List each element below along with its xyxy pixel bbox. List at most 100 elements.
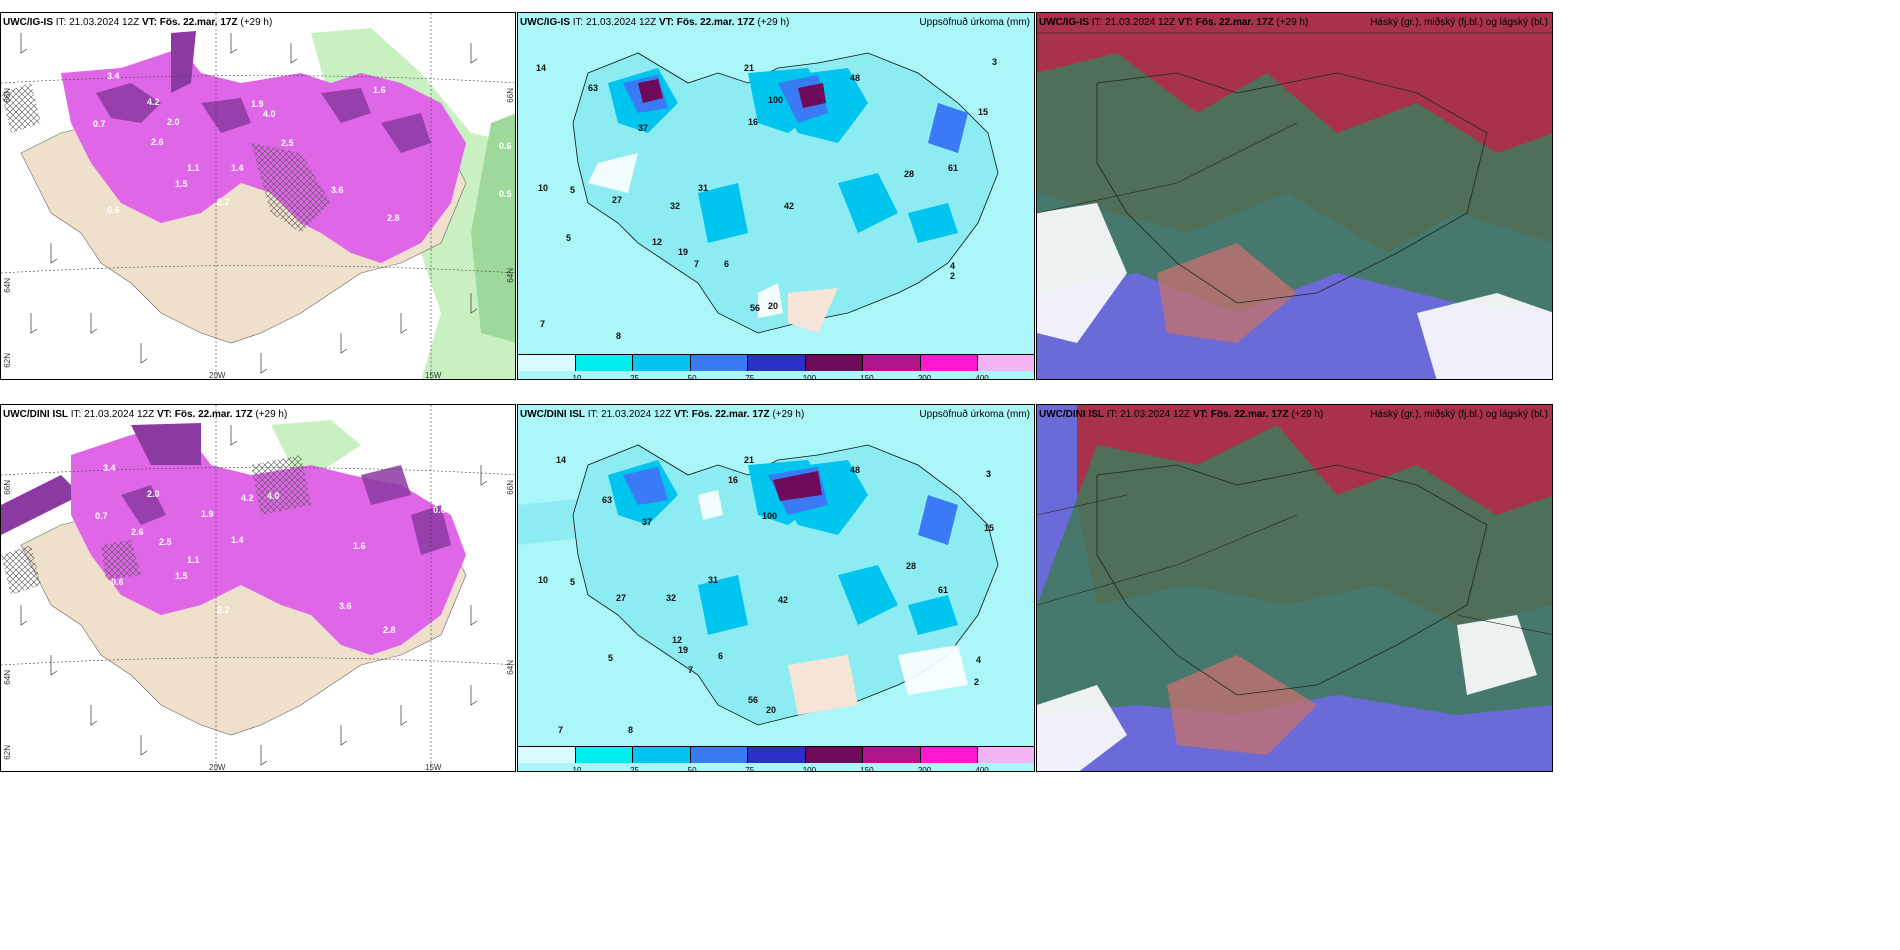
panel-variable: Uppsöfnuð úrkoma (mm) [919,17,1030,28]
map-value-label: 48 [850,465,861,475]
map-value-label: 37 [638,123,649,133]
snow-depth-panel-bottom: UWC/DINI ISL IT: 21.03.2024 12Z VT: Fös.… [0,404,516,772]
map-value-label: 27 [612,195,623,205]
colorbar-tick-label: 50 [687,374,697,380]
colorbar-tick-label: 400 [975,766,989,772]
wind-barbs [20,33,478,374]
map-value-label: 2 [974,677,980,687]
colorbar-swatch: 400 [975,747,1034,771]
graticule [1037,494,1552,635]
lat-label-62: 62N [3,745,12,760]
precip-100 [638,79,826,108]
map-value-label: 27 [616,593,627,603]
map-value-label: 4.2 [147,97,160,107]
map-value-label: 1.5 [175,179,188,189]
map-value-label: 31 [708,575,719,585]
colorbar-tick-label: 75 [745,374,755,380]
map-value-label: 20 [766,705,777,715]
map-value-label: 5 [566,233,572,243]
map-value-label: 1.4 [231,163,244,173]
map-value-label: 0.6 [499,141,512,151]
colorbar-tick-label: 1 [518,374,519,379]
snow-map-top [1,13,515,379]
map-value-label: 1.5 [175,571,188,581]
map-value-label: 100 [768,95,784,105]
mid-cloud [1037,53,1552,313]
map-value-label: 61 [938,585,949,595]
map-value-label: 12 [652,237,663,247]
map-value-label: 63 [588,83,599,93]
clear-areas [1037,615,1537,771]
lat-label-66: 66N [3,480,12,495]
map-value-label: 8 [616,331,622,341]
map-value-label: 1.9 [201,509,214,519]
map-value-label: 63 [602,495,613,505]
hatched-area [1,455,311,595]
colorbar-tick-label: 100 [802,766,817,772]
map-value-label: 0.5 [411,447,424,457]
colorbar-swatch: 75 [745,747,806,771]
colorbar-tick-label: 50 [687,766,697,772]
precip-map-top [518,13,1034,379]
precip-map-bottom [518,405,1034,771]
graticule [1037,32,1552,214]
colorbar-swatch: 200 [918,747,979,771]
precip-colorbar: 1 10 25 50 75 100 150 200 400 [518,354,1034,379]
precip-panel-top: UWC/IG-IS IT: 21.03.2024 12Z VT: Fös. 22… [517,12,1035,380]
map-value-label: 3.6 [331,185,344,195]
map-value-label: 6 [724,259,730,269]
panel-title: UWC/DINI ISL IT: 21.03.2024 12Z VT: Fös.… [520,409,805,420]
precip-panel-bottom: UWC/DINI ISL IT: 21.03.2024 12Z VT: Fös.… [517,404,1035,772]
low-cloud [1157,243,1297,343]
precip-25-south [698,565,958,635]
colorbar-tick-label: 10 [572,766,582,772]
colorbar-swatch: 200 [918,355,979,379]
precip-25-south [698,173,958,243]
snow-area-deep [131,423,201,465]
snow-depth-panel-top: UWC/IG-IS IT: 21.03.2024 12Z VT: Fös. 22… [0,12,516,380]
graticule [1,405,515,771]
snow-map-bottom [1,405,515,771]
colorbar-tick-label: 200 [917,374,932,380]
snow-core [96,83,431,153]
hatched-area-west [1,83,41,133]
lat-label-62: 62N [3,353,12,368]
map-value-label: 7 [694,259,700,269]
colorbar-swatch: 10 [573,747,634,771]
lon-label-15: 15W [425,763,442,772]
panel-variable: Uppsöfnuð úrkoma (mm) [919,409,1030,420]
map-value-label: 14 [536,63,547,73]
map-value-label: 4 [950,261,956,271]
map-value-label: 16 [748,117,759,127]
cloud-panel-top: UWC/IG-IS IT: 21.03.2024 12Z VT: Fös. 22… [1036,12,1553,380]
map-value-label: 0.7 [93,119,106,129]
map-value-label: 3.6 [339,601,352,611]
map-value-label: 2 [950,271,956,281]
colorbar-swatch: 1 [518,355,576,379]
map-value-label: 32 [670,201,681,211]
map-value-label: 31 [698,183,709,193]
precip-50 [623,75,968,153]
map-value-label: 56 [750,303,761,313]
colorbar-tick-label: 1 [518,766,519,771]
dry-areas [588,153,783,318]
lat-label-64-right: 64N [506,268,515,283]
colorbar-tick-label: 75 [745,766,755,772]
lat-label-66-right: 66N [506,480,515,495]
map-value-label: 10 [538,575,549,585]
map-value-label: 1.4 [231,535,244,545]
map-value-label: 4.0 [267,491,280,501]
colorbar-tick-label: 100 [802,374,817,380]
panel-title: UWC/DINI ISL IT: 21.03.2024 12Z VT: Fös.… [3,409,288,420]
lon-label-15: 15W [425,371,442,380]
map-value-label: 48 [850,73,861,83]
colorbar-tick-label: 200 [917,766,932,772]
snow-tongue [1,475,81,535]
colorbar-swatch: 25 [630,747,691,771]
map-value-label: 15 [978,107,989,117]
colorbar-swatch: 50 [688,355,749,379]
colorbar-swatch: 1 [518,747,576,771]
dry-areas [698,490,968,695]
panel-variable: Háský (gr.), miðský (fj.bl.) og lágský (… [1370,17,1548,28]
lat-label-64-right: 64N [506,660,515,675]
